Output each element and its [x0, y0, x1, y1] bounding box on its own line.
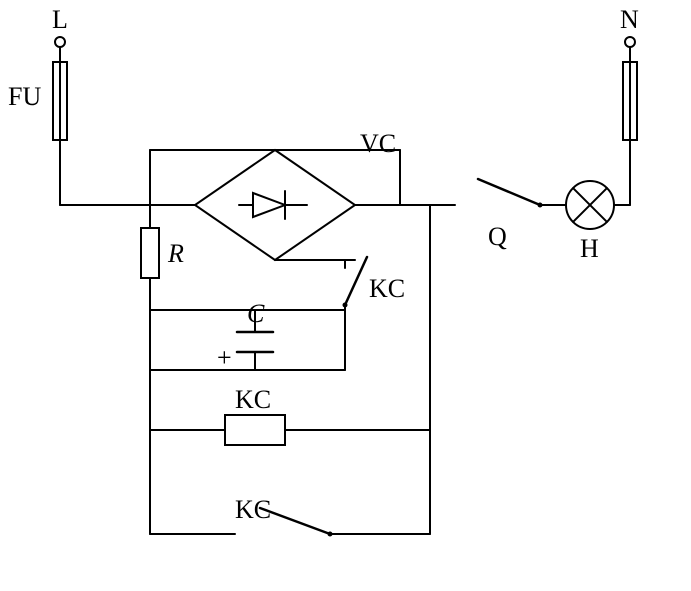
label: H [580, 234, 599, 263]
label: L [52, 5, 68, 34]
label: C [247, 299, 265, 328]
label: N [620, 5, 639, 34]
label: Q [488, 222, 507, 251]
circuit-diagram: LNFUVCKCRC+KCKCQH [0, 0, 691, 591]
label: VC [360, 129, 396, 158]
label: R [167, 239, 184, 268]
label: FU [8, 82, 41, 111]
label: KC [235, 495, 271, 524]
label: KC [369, 274, 405, 303]
label: KC [235, 385, 271, 414]
label: + [217, 343, 232, 372]
